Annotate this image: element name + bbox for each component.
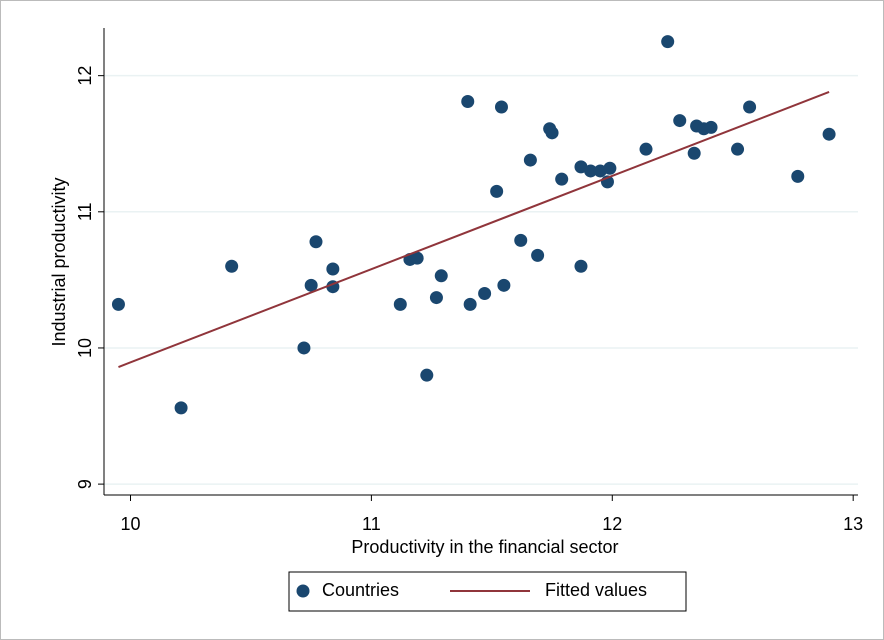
legend-label: Countries bbox=[322, 580, 399, 600]
point bbox=[225, 259, 239, 273]
x-tick-label: 11 bbox=[362, 514, 381, 534]
point bbox=[673, 114, 687, 128]
point bbox=[478, 286, 492, 300]
x-tick-label: 10 bbox=[120, 514, 140, 534]
point bbox=[410, 251, 424, 265]
x-tick-label: 13 bbox=[843, 514, 863, 534]
y-tick-label: 12 bbox=[75, 66, 95, 86]
point bbox=[574, 259, 588, 273]
point bbox=[687, 146, 701, 160]
point bbox=[463, 297, 477, 311]
point bbox=[326, 262, 340, 276]
y-tick-label: 11 bbox=[75, 202, 95, 221]
point bbox=[584, 164, 598, 178]
point bbox=[304, 278, 318, 292]
y-tick-label: 10 bbox=[75, 338, 95, 358]
point bbox=[434, 269, 448, 283]
point bbox=[531, 248, 545, 262]
y-tick-label: 9 bbox=[75, 479, 95, 489]
point bbox=[393, 297, 407, 311]
point bbox=[639, 142, 653, 156]
point bbox=[429, 291, 443, 305]
point bbox=[661, 35, 675, 49]
point bbox=[494, 100, 508, 114]
point bbox=[555, 172, 569, 186]
point bbox=[822, 127, 836, 141]
point bbox=[461, 95, 475, 109]
point bbox=[174, 401, 188, 415]
point bbox=[545, 126, 559, 140]
legend-label: Fitted values bbox=[545, 580, 647, 600]
point bbox=[111, 297, 125, 311]
point bbox=[523, 153, 537, 167]
x-axis-label: Productivity in the financial sector bbox=[351, 537, 618, 557]
point bbox=[603, 161, 617, 175]
legend-marker bbox=[296, 584, 310, 598]
point bbox=[791, 169, 805, 183]
x-tick-label: 12 bbox=[602, 514, 622, 534]
point bbox=[490, 184, 504, 198]
fit-line bbox=[118, 91, 830, 368]
point bbox=[497, 278, 511, 292]
point bbox=[420, 368, 434, 382]
y-axis-label: Industrial productivity bbox=[49, 177, 69, 346]
point bbox=[704, 120, 718, 134]
point bbox=[731, 142, 745, 156]
point bbox=[297, 341, 311, 355]
point bbox=[743, 100, 757, 114]
point bbox=[309, 235, 323, 249]
point bbox=[514, 233, 528, 247]
